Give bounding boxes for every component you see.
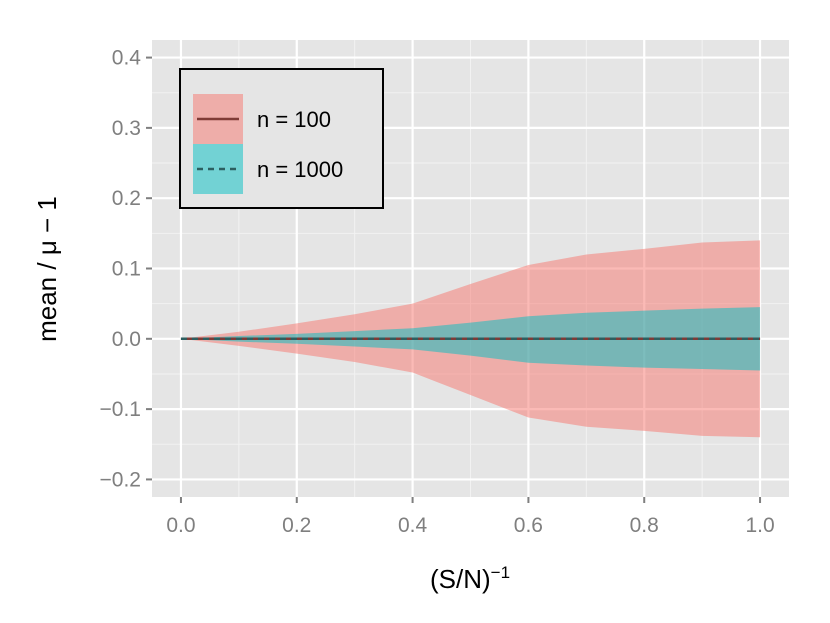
x-tick-label: 0.2 xyxy=(282,514,311,537)
legend-label-n100: n = 100 xyxy=(257,107,331,132)
y-tick-label: −0.2 xyxy=(100,468,141,491)
legend-label-n1000: n = 1000 xyxy=(257,157,343,182)
legend-entry-n100: n = 100 xyxy=(193,94,331,144)
y-axis-title: mean / μ − 1 xyxy=(32,196,62,342)
x-axis-title: (S/N)−1 xyxy=(430,563,510,594)
legend: n = 100 n = 1000 xyxy=(179,68,384,209)
x-tick-label: 0.6 xyxy=(514,514,543,537)
y-tick-label: 0.2 xyxy=(112,187,141,210)
x-tick-label: 0.0 xyxy=(166,514,195,537)
x-axis-title-main: (S/N) xyxy=(430,564,491,594)
x-tick-label: 1.0 xyxy=(745,514,774,537)
x-tick-label: 0.4 xyxy=(398,514,428,537)
x-tick-label: 0.8 xyxy=(630,514,659,537)
y-tick-label: 0.0 xyxy=(112,328,141,351)
x-axis-title-superscript: −1 xyxy=(491,563,510,582)
legend-entry-n1000: n = 1000 xyxy=(193,144,343,194)
tick-labels: 0.0 0.2 0.4 0.6 0.8 1.0 −0.2 −0.1 0.0 0.1 0.2 0.3 0.… xyxy=(100,47,775,537)
y-tick-label: −0.1 xyxy=(100,398,141,421)
axis-ticks xyxy=(146,56,762,503)
y-tick-label: 0.3 xyxy=(112,117,141,140)
y-tick-label: 0.4 xyxy=(112,47,142,70)
y-tick-label: 0.1 xyxy=(112,258,141,281)
